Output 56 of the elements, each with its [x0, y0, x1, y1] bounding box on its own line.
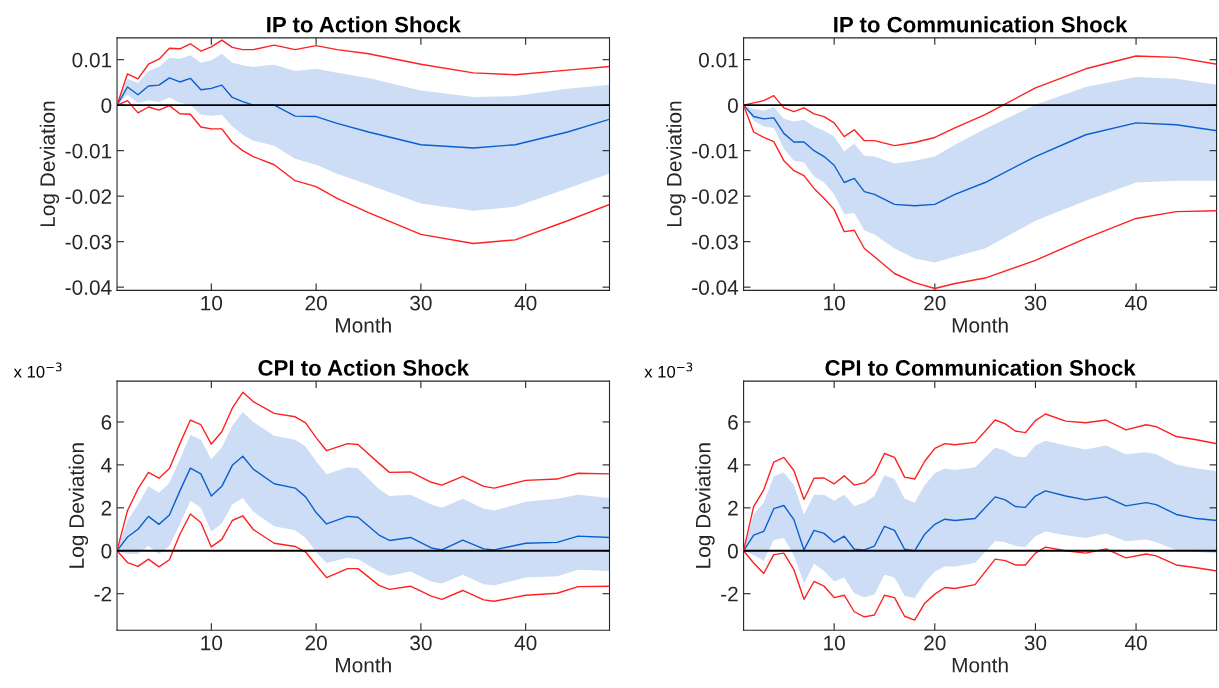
x-axis-title: Month: [336, 317, 391, 333]
y-tick-label: 0.01: [699, 52, 738, 68]
y-axis-title: Log Deviation: [666, 101, 686, 227]
chart-title: CPI to Communication Shock: [825, 359, 1136, 376]
line-series: [117, 77, 610, 149]
chart-title: CPI to Action Shock: [258, 359, 470, 376]
y-tick-label: -0.03: [65, 234, 112, 250]
y-tick-label: 6: [101, 414, 112, 430]
y-tick-label: 4: [101, 458, 112, 473]
y-tick-label: -0.02: [65, 189, 112, 204]
line-series: [743, 104, 1217, 207]
x-axis-title: Month: [952, 657, 1008, 673]
x-tick-label: 40: [514, 635, 537, 651]
y-tick-label: -2: [721, 586, 738, 602]
x-tick-label: 40: [1124, 635, 1147, 651]
x-tick-label: 40: [514, 295, 537, 311]
line-series: [743, 490, 1217, 552]
x-tick-label: 10: [824, 295, 845, 311]
line-series: [117, 455, 610, 552]
y-tick-label: 0: [727, 98, 738, 113]
x-tick-label: 20: [305, 635, 327, 651]
x-axis-title: Month: [952, 317, 1008, 333]
y-tick-label: 2: [728, 500, 738, 516]
x-tick-label: 10: [824, 635, 845, 651]
x-tick-label: 20: [924, 295, 946, 311]
y-tick-label: 0: [101, 543, 112, 559]
x-axis-title: Month: [336, 657, 391, 673]
y-tick-label: -2: [94, 586, 112, 602]
y-tick-label: -0.02: [692, 189, 738, 204]
y-tick-label: 2: [101, 500, 112, 516]
chart-title: IP to Communication Shock: [834, 16, 1128, 33]
x-tick-label: 30: [410, 635, 432, 651]
y-tick-label: -0.01: [65, 143, 112, 159]
y-tick-label: 6: [728, 414, 738, 430]
x-tick-label: 30: [410, 295, 432, 311]
x-tick-label: 20: [305, 295, 327, 311]
y-tick-label: -0.04: [692, 280, 739, 295]
x-tick-label: 40: [1124, 295, 1147, 311]
x-tick-label: 10: [201, 635, 223, 651]
x-tick-label: 30: [1024, 295, 1047, 311]
y-axis-title: Log Deviation: [39, 101, 60, 227]
x-tick-label: 10: [201, 295, 223, 311]
y-tick-label: 0.01: [72, 52, 112, 68]
y-tick-label: 4: [727, 458, 739, 473]
y-tick-label: 0: [727, 543, 738, 559]
y-axis-title: Log Deviation: [695, 443, 715, 568]
text: x 10$^{−3}$: [644, 362, 693, 378]
text: x 10$^{−3}$: [13, 362, 62, 378]
y-tick-label: -0.03: [692, 234, 738, 250]
y-axis-title: Log Deviation: [68, 443, 89, 568]
x-tick-label: 30: [1024, 635, 1047, 651]
y-tick-label: 0: [101, 98, 112, 113]
y-tick-label: -0.01: [692, 143, 738, 159]
y-tick-label: -0.04: [65, 280, 112, 295]
chart-title: IP to Action Shock: [267, 16, 461, 33]
x-tick-label: 20: [924, 635, 946, 651]
